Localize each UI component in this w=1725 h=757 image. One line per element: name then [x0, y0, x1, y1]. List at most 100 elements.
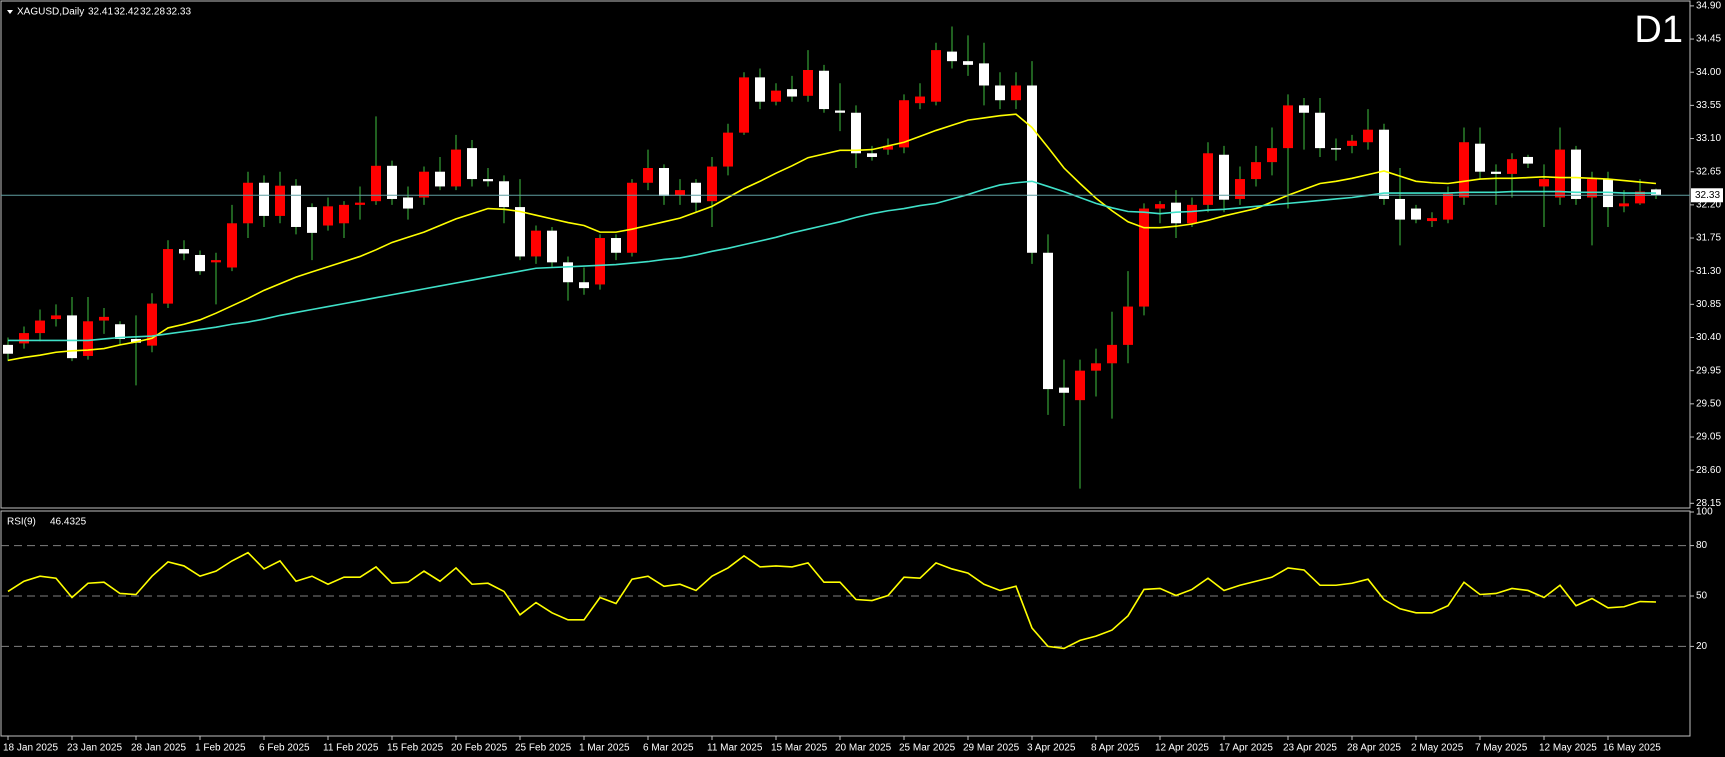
- candle-body: [1523, 156, 1533, 164]
- candle-body: [803, 70, 813, 96]
- candle-body: [1395, 198, 1405, 220]
- candle-body: [211, 260, 221, 263]
- candle-body: [1123, 306, 1133, 345]
- candle-body: [691, 182, 701, 203]
- y-tick-label: 30.40: [1696, 332, 1721, 343]
- candle-body: [515, 207, 525, 257]
- candle-body: [1491, 171, 1501, 174]
- candle-body: [1347, 140, 1357, 146]
- candle-body: [1235, 179, 1245, 199]
- candle-body: [1571, 149, 1581, 199]
- candle-body: [1219, 154, 1229, 200]
- x-tick-label: 25 Mar 2025: [899, 743, 956, 754]
- candle-body: [867, 153, 877, 157]
- candle-body: [1539, 179, 1549, 187]
- candle-body: [1379, 129, 1389, 199]
- candle-body: [403, 197, 413, 209]
- candle-body: [1475, 143, 1485, 172]
- candle-body: [179, 249, 189, 254]
- candle-body: [1619, 203, 1629, 207]
- y-tick-label: 33.10: [1696, 133, 1721, 144]
- candle-body: [579, 282, 589, 289]
- candle-body: [355, 202, 365, 205]
- x-tick-label: 16 May 2025: [1603, 743, 1661, 754]
- y-tick-label: 29.95: [1696, 365, 1721, 376]
- candle-body: [1315, 112, 1325, 149]
- candle-body: [371, 165, 381, 202]
- x-tick-label: 23 Apr 2025: [1283, 743, 1337, 754]
- candle-body: [163, 249, 173, 304]
- x-tick-label: 8 Apr 2025: [1091, 743, 1140, 754]
- candle-body: [819, 70, 829, 110]
- candle-body: [243, 182, 253, 224]
- price-panel-frame: [0, 0, 1691, 509]
- x-tick-label: 11 Feb 2025: [323, 743, 379, 754]
- y-tick-label: 30.85: [1696, 299, 1721, 310]
- timeframe-label: D1: [1634, 9, 1683, 51]
- ohlc-low: 32.28: [140, 7, 165, 18]
- y-tick-label: 32.20: [1696, 200, 1721, 211]
- x-tick-label: 23 Jan 2025: [67, 743, 122, 754]
- menu-triangle: [7, 10, 13, 14]
- x-tick-label: 28 Apr 2025: [1347, 743, 1401, 754]
- x-tick-label: 6 Feb 2025: [259, 743, 310, 754]
- candle-body: [435, 171, 445, 187]
- ohlc-high: 32.42: [114, 7, 139, 18]
- candle-body: [1267, 148, 1277, 163]
- moving-average: [7, 113, 1657, 362]
- candle-body: [227, 223, 237, 268]
- candle-body: [35, 320, 45, 334]
- y-tick-label: 31.30: [1696, 266, 1721, 277]
- candle-body: [67, 315, 77, 359]
- candle-body: [291, 185, 301, 227]
- candle-body: [1187, 204, 1197, 224]
- candle-body: [19, 333, 29, 344]
- candle-body: [1443, 193, 1453, 220]
- candle-body: [1331, 148, 1341, 150]
- x-tick-label: 3 Apr 2025: [1027, 743, 1076, 754]
- candle-body: [1155, 204, 1165, 209]
- candle-body: [1075, 370, 1085, 401]
- candle-body: [659, 168, 669, 197]
- candle-body: [1091, 363, 1101, 371]
- candle-body: [1507, 159, 1517, 174]
- candle-body: [115, 324, 125, 339]
- candle-body: [835, 110, 845, 113]
- candle-body: [499, 181, 509, 208]
- rsi-line: [7, 551, 1657, 650]
- x-tick-label: 11 Mar 2025: [707, 743, 763, 754]
- x-tick-label: 6 Mar 2025: [643, 743, 694, 754]
- candle-body: [707, 166, 717, 202]
- x-tick-label: 17 Apr 2025: [1219, 743, 1273, 754]
- y-tick-label: 20: [1696, 641, 1708, 652]
- candle-body: [1555, 149, 1565, 198]
- candle-body: [531, 230, 541, 257]
- y-tick-label: 29.05: [1696, 432, 1721, 443]
- candle-body: [611, 238, 621, 253]
- candle-body: [259, 182, 269, 216]
- candle-body: [195, 254, 205, 272]
- candle-body: [1251, 162, 1261, 180]
- candle-body: [787, 89, 797, 97]
- x-tick-label: 20 Mar 2025: [835, 743, 892, 754]
- y-tick-label: 33.55: [1696, 100, 1721, 111]
- last-price-label: 32.33: [1695, 190, 1720, 201]
- candle-body: [1139, 208, 1149, 307]
- candle-body: [1059, 387, 1069, 393]
- candle-body: [339, 204, 349, 224]
- candle-body: [979, 63, 989, 86]
- y-tick-label: 32.65: [1696, 166, 1721, 177]
- candle-body: [883, 145, 893, 150]
- candle-body: [1027, 85, 1037, 253]
- candle-body: [1043, 252, 1053, 390]
- candle-body: [947, 51, 957, 62]
- x-tick-label: 25 Feb 2025: [515, 743, 572, 754]
- candle-body: [307, 207, 317, 233]
- candle-body: [1107, 344, 1117, 364]
- candle-body: [1411, 208, 1421, 220]
- candle-body: [131, 338, 141, 343]
- x-tick-label: 1 Feb 2025: [195, 743, 246, 754]
- candle-body: [1299, 105, 1309, 113]
- candle-body: [323, 206, 333, 226]
- candle-body: [147, 303, 157, 346]
